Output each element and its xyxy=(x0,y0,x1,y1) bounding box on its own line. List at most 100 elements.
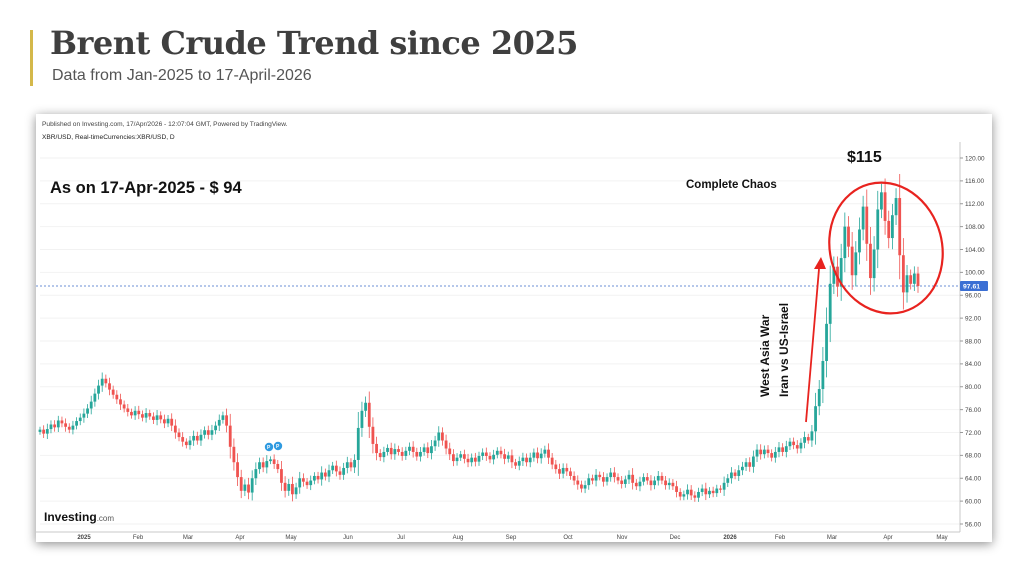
price-tick-label: 120.00 xyxy=(965,155,985,162)
candle xyxy=(184,438,188,449)
page-title: Brent Crude Trend since 2025 xyxy=(50,24,578,62)
candle-body xyxy=(89,401,93,409)
candle-body xyxy=(133,410,137,416)
candle xyxy=(426,442,430,459)
candle-body xyxy=(294,487,298,495)
candle xyxy=(126,403,130,417)
candle-body xyxy=(539,453,543,459)
candle-body xyxy=(126,408,130,412)
candle xyxy=(130,408,133,419)
chaos-annotation: Complete Chaos xyxy=(686,179,777,191)
candle-body xyxy=(876,209,880,250)
event-marker[interactable] xyxy=(264,442,274,452)
candle xyxy=(495,447,499,459)
candle xyxy=(711,486,715,498)
candle-body xyxy=(269,459,272,462)
candle-body xyxy=(689,489,693,496)
candle-body xyxy=(609,472,613,478)
candle-body xyxy=(250,478,254,493)
candle xyxy=(422,443,426,456)
candle xyxy=(909,269,913,290)
candle-body xyxy=(901,255,905,293)
candle xyxy=(243,479,247,497)
candle xyxy=(806,433,810,444)
candle xyxy=(612,467,616,483)
candle xyxy=(890,203,894,250)
candle-body xyxy=(858,229,861,253)
candle xyxy=(181,432,185,447)
candle-body xyxy=(517,461,521,466)
svg-text:97.61: 97.61 xyxy=(963,283,980,290)
candle xyxy=(349,458,353,472)
price-tick-label: 96.00 xyxy=(965,293,981,300)
candle xyxy=(832,256,836,295)
event-marker[interactable] xyxy=(273,441,283,451)
candle xyxy=(217,414,221,432)
candle xyxy=(689,485,693,501)
candle xyxy=(473,452,477,467)
candle-body xyxy=(854,252,858,276)
candle-body xyxy=(82,413,86,418)
candle-body xyxy=(404,450,408,456)
candle-body xyxy=(634,482,638,487)
candle xyxy=(173,419,177,439)
candle-body xyxy=(283,482,287,491)
candle-body xyxy=(367,402,371,427)
candle-body xyxy=(56,420,60,428)
candle xyxy=(484,447,488,461)
candle-body xyxy=(199,434,203,441)
candle-body xyxy=(730,472,733,479)
candle-body xyxy=(466,458,470,463)
time-tick-label: Feb xyxy=(133,535,144,541)
candle xyxy=(854,241,858,287)
candle-body xyxy=(170,418,174,426)
candle xyxy=(386,444,389,456)
candle xyxy=(536,447,539,464)
candle xyxy=(247,477,250,500)
candle-body xyxy=(338,471,342,475)
candle xyxy=(620,476,624,489)
candle xyxy=(741,461,744,476)
current-price-tag: 97.61 xyxy=(960,281,988,292)
candle xyxy=(470,453,474,467)
candle xyxy=(280,461,283,491)
candle-body xyxy=(378,453,382,458)
candle xyxy=(122,400,126,413)
candle-body xyxy=(276,463,280,470)
candle-body xyxy=(510,455,514,463)
candle xyxy=(916,266,920,293)
war-annotation: West Asia War Iran vs US-Israel xyxy=(758,303,791,397)
candle xyxy=(258,457,261,474)
candle xyxy=(49,420,53,434)
candle-body xyxy=(561,467,565,474)
candle-body xyxy=(484,452,488,456)
candle-body xyxy=(715,488,719,494)
candle-body xyxy=(426,447,430,454)
candle xyxy=(155,409,159,426)
candle-body xyxy=(909,275,913,284)
candle-body xyxy=(569,471,572,476)
time-tick-label: 2026 xyxy=(723,535,737,541)
price-chart[interactable]: Published on Investing.com, 17/Apr/2026 … xyxy=(36,114,992,542)
candle xyxy=(100,372,104,392)
candle xyxy=(697,487,700,502)
candle xyxy=(825,307,828,378)
candle-body xyxy=(298,478,302,488)
candle-body xyxy=(912,273,916,284)
candle xyxy=(400,447,404,461)
candle-body xyxy=(503,454,507,459)
candle xyxy=(225,408,228,433)
candle-body xyxy=(302,478,305,482)
candle xyxy=(803,431,806,449)
candle-body xyxy=(558,469,561,474)
candle-body xyxy=(656,475,660,481)
symbol-line: XBR/USD, Real-timeCurrencies:XBR/USD, D xyxy=(42,134,175,141)
candle-body xyxy=(473,457,477,462)
candle xyxy=(653,476,656,490)
candle-body xyxy=(144,413,148,418)
candle-body xyxy=(898,198,902,256)
candle xyxy=(364,396,367,418)
candle xyxy=(912,266,916,291)
candle-body xyxy=(649,480,653,486)
candle xyxy=(517,456,521,471)
